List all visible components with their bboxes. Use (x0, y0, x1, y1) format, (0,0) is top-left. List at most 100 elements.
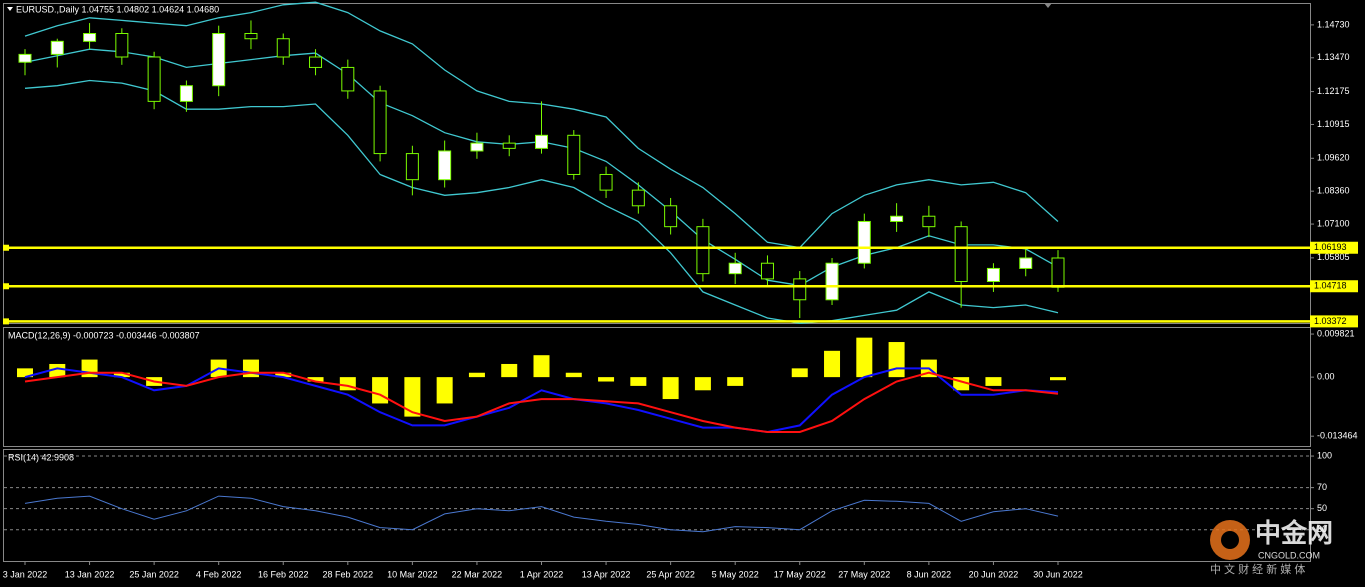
candle-body (212, 32, 226, 87)
candle-body (535, 134, 548, 149)
level-label: 1.06193 (1314, 242, 1347, 252)
candle-body (1019, 257, 1033, 269)
level-label-box (1310, 280, 1358, 293)
y-tick-label: 1.08360 (1317, 186, 1350, 196)
candle-body (341, 66, 355, 92)
level-anchor (3, 283, 9, 290)
candle-body (696, 226, 710, 275)
candle-body (18, 53, 32, 63)
candle-body (276, 38, 290, 58)
y-tick-label: 30 (1317, 524, 1327, 534)
macd-bar (307, 377, 324, 382)
x-tick-label: 27 May 2022 (838, 569, 890, 579)
macd-bar (1050, 377, 1066, 381)
x-tick-label: 4 Feb 2022 (196, 569, 242, 579)
watermark-site: CNGOLD.COM (1258, 550, 1320, 560)
logo-hole (1221, 531, 1239, 549)
candle-body (309, 56, 323, 68)
macd-bar (242, 359, 259, 378)
macd-bar (275, 372, 292, 378)
macd-bar (662, 377, 679, 400)
y-tick-label: 1.05805 (1317, 252, 1350, 262)
candle-body (825, 262, 839, 301)
watermark-name: 中金网 (1255, 518, 1333, 548)
x-tick-label: 3 Jan 2022 (3, 569, 48, 579)
x-tick-label: 16 Feb 2022 (258, 569, 309, 579)
candle-body (1051, 257, 1065, 288)
macd-bar (533, 355, 550, 378)
x-tick-label: 1 Apr 2022 (520, 569, 564, 579)
candle-body (631, 189, 645, 207)
y-tick-label: 70 (1317, 482, 1327, 492)
y-tick-label: 1.10915 (1317, 119, 1350, 129)
candle-body (470, 142, 484, 152)
candle-body (50, 40, 64, 55)
macd-bar (856, 337, 873, 378)
x-tick-label: 10 Mar 2022 (387, 569, 438, 579)
macd-bar (791, 368, 808, 378)
candle-body (405, 153, 419, 181)
candle-body (438, 150, 452, 181)
level-anchor (3, 244, 9, 251)
level-label: 1.04718 (1314, 281, 1347, 291)
macd-panel (3, 327, 1311, 447)
candle-body (760, 262, 774, 280)
macd-bar (565, 372, 582, 378)
macd-bar (598, 377, 615, 382)
watermark: 中金网 CNGOLD.COM 中 文 财 经 新 媒 体 (1210, 518, 1333, 576)
macd-bar (436, 377, 453, 404)
candle-body (179, 85, 193, 102)
price-panel (3, 3, 1311, 324)
bollinger-band (24, 79, 1059, 324)
y-tick-label: 50 (1317, 503, 1327, 513)
candle-body (664, 205, 678, 228)
y-tick-label: 0.00 (1317, 372, 1335, 382)
level-label-box (1310, 241, 1358, 254)
macd-bar (727, 377, 744, 386)
macd-bar (888, 342, 905, 378)
macd-line (24, 371, 1059, 433)
macd-bar (113, 372, 130, 378)
candle-body (922, 215, 936, 228)
candle-body (244, 32, 258, 40)
menu-arrow[interactable] (7, 7, 13, 11)
candle-body (502, 142, 516, 149)
macd-bar (501, 363, 518, 378)
price-title: EURUSD.,Daily 1.04755 1.04802 1.04624 1.… (16, 4, 219, 14)
macd-bar (985, 377, 1002, 386)
y-tick-label: 1.14730 (1317, 19, 1350, 29)
rsi-panel (3, 449, 1311, 562)
macd-bar (404, 377, 421, 417)
candle-body (793, 278, 807, 301)
y-tick-label: 0.009821 (1317, 328, 1355, 338)
candle-body (986, 267, 1000, 282)
shift-marker (1044, 3, 1052, 8)
candle-body (599, 173, 613, 191)
level-label-box (1310, 315, 1358, 328)
candle-body (890, 215, 904, 222)
candle-body (373, 90, 387, 155)
x-tick-label: 25 Jan 2022 (129, 569, 179, 579)
y-tick-label: -0.013464 (1317, 431, 1358, 441)
x-tick-label: 28 Feb 2022 (323, 569, 374, 579)
macd-bar (49, 363, 66, 378)
candle-body (728, 262, 742, 275)
x-tick-label: 8 Jun 2022 (907, 569, 952, 579)
watermark-slogan: 中 文 财 经 新 媒 体 (1210, 562, 1305, 576)
rsi-title: RSI(14) 42.9908 (8, 452, 74, 462)
rsi-line (24, 495, 1059, 533)
y-tick-label: 1.13470 (1317, 52, 1350, 62)
x-tick-label: 20 Jun 2022 (969, 569, 1019, 579)
x-tick-label: 25 Apr 2022 (646, 569, 695, 579)
y-tick-label: 100 (1317, 450, 1332, 460)
candle-body (83, 32, 97, 42)
x-tick-label: 13 Apr 2022 (582, 569, 631, 579)
macd-bar (630, 377, 647, 386)
candle-body (147, 56, 161, 102)
x-tick-label: 5 May 2022 (712, 569, 759, 579)
x-tick-label: 17 May 2022 (774, 569, 826, 579)
macd-bar (468, 372, 485, 378)
candle-body (567, 134, 581, 175)
macd-bar (694, 377, 711, 391)
